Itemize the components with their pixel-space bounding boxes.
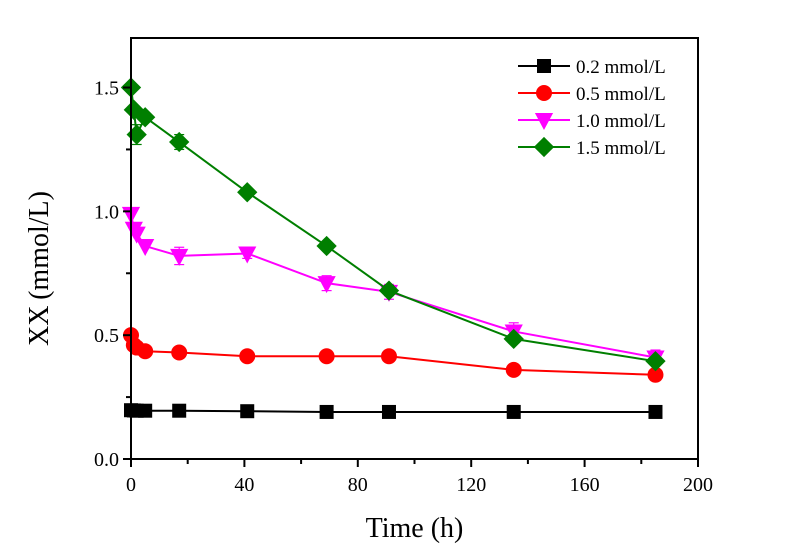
data-point	[171, 344, 188, 361]
data-point	[319, 404, 334, 419]
series-0-5-mmol-l	[123, 327, 664, 383]
y-tick-label: 0.0	[94, 449, 119, 471]
data-point	[172, 403, 187, 418]
series-line	[130, 87, 656, 363]
data-point	[505, 361, 522, 378]
legend-item: 0.5 mmol/L	[518, 84, 666, 105]
axes-layer: 0 40 80 120 160 200 0.0 0.5 1.0 1.5	[94, 78, 713, 496]
data-point	[503, 328, 524, 350]
y-tick-label: 0.5	[94, 325, 119, 347]
data-point	[137, 343, 154, 360]
legend-marker	[534, 113, 554, 130]
data-point	[238, 246, 257, 264]
legend-label: 0.2 mmol/L	[576, 57, 666, 78]
data-point	[127, 226, 146, 244]
legend-label: 1.5 mmol/L	[576, 138, 666, 159]
y-tick-label: 1.0	[94, 201, 119, 223]
data-point	[135, 107, 156, 128]
data-point	[647, 366, 664, 383]
data-point	[240, 404, 255, 419]
data-point	[506, 404, 521, 419]
data-point	[317, 276, 336, 294]
legend-label: 1.0 mmol/L	[576, 111, 666, 132]
data-point	[170, 248, 189, 266]
x-tick-label: 0	[126, 474, 136, 496]
data-point	[378, 280, 400, 301]
x-tick-label: 80	[348, 474, 368, 496]
legend-item: 1.5 mmol/L	[518, 136, 666, 159]
legend-item: 0.2 mmol/L	[518, 57, 666, 78]
data-point	[645, 351, 666, 372]
legend-item: 1.0 mmol/L	[518, 111, 666, 132]
data-point	[318, 348, 335, 365]
x-tick-label: 120	[456, 474, 486, 496]
data-point	[136, 239, 155, 257]
data-point	[381, 404, 396, 419]
y-tick-label: 1.5	[94, 78, 119, 100]
legend-marker	[533, 136, 555, 158]
legend-marker	[536, 85, 552, 101]
data-point	[239, 348, 256, 365]
data-point	[316, 235, 337, 257]
data-point	[237, 182, 258, 203]
series-layer	[120, 77, 666, 419]
data-point	[380, 348, 397, 365]
data-point	[138, 403, 153, 418]
data-point	[126, 124, 147, 145]
y-axis-title: XX (mmol/L)	[24, 191, 55, 346]
legend: 0.2 mmol/L 0.5 mmol/L 1.0 mmol/L 1.5 mmol/L	[518, 57, 666, 159]
legend-marker	[537, 59, 551, 73]
legend-label: 0.5 mmol/L	[576, 84, 666, 105]
x-tick-label: 160	[570, 474, 600, 496]
data-point	[169, 131, 190, 153]
data-point	[648, 404, 663, 419]
x-tick-label: 200	[683, 474, 713, 496]
x-axis-title: Time (h)	[366, 513, 464, 544]
x-tick-label: 40	[234, 474, 254, 496]
series-0-2-mmol-l	[124, 403, 663, 419]
